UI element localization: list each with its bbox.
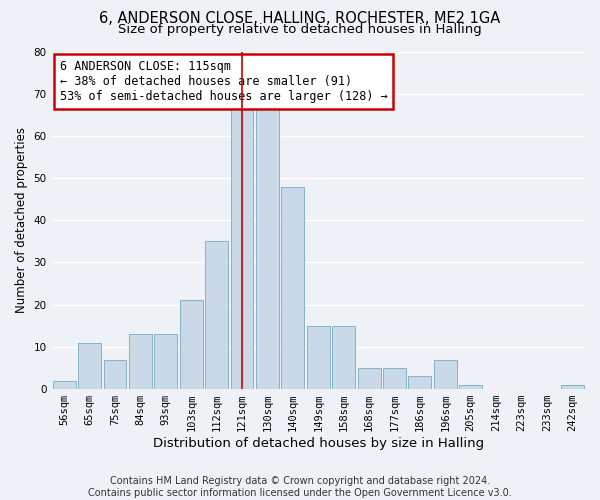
Bar bbox=[561, 385, 584, 389]
Bar bbox=[205, 242, 228, 389]
Bar bbox=[409, 376, 431, 389]
Bar bbox=[154, 334, 177, 389]
Text: Contains HM Land Registry data © Crown copyright and database right 2024.
Contai: Contains HM Land Registry data © Crown c… bbox=[88, 476, 512, 498]
Bar bbox=[180, 300, 203, 389]
Bar bbox=[358, 368, 380, 389]
Bar bbox=[434, 360, 457, 389]
Bar bbox=[53, 380, 76, 389]
Text: 6 ANDERSON CLOSE: 115sqm
← 38% of detached houses are smaller (91)
53% of semi-d: 6 ANDERSON CLOSE: 115sqm ← 38% of detach… bbox=[59, 60, 387, 103]
Bar bbox=[307, 326, 330, 389]
Y-axis label: Number of detached properties: Number of detached properties bbox=[15, 128, 28, 314]
X-axis label: Distribution of detached houses by size in Halling: Distribution of detached houses by size … bbox=[153, 437, 484, 450]
Bar bbox=[256, 106, 279, 389]
Bar bbox=[104, 360, 127, 389]
Bar bbox=[78, 342, 101, 389]
Text: 6, ANDERSON CLOSE, HALLING, ROCHESTER, ME2 1GA: 6, ANDERSON CLOSE, HALLING, ROCHESTER, M… bbox=[100, 11, 500, 26]
Bar bbox=[459, 385, 482, 389]
Text: Size of property relative to detached houses in Halling: Size of property relative to detached ho… bbox=[118, 22, 482, 36]
Bar bbox=[129, 334, 152, 389]
Bar bbox=[383, 368, 406, 389]
Bar bbox=[332, 326, 355, 389]
Bar bbox=[281, 186, 304, 389]
Bar bbox=[230, 106, 253, 389]
